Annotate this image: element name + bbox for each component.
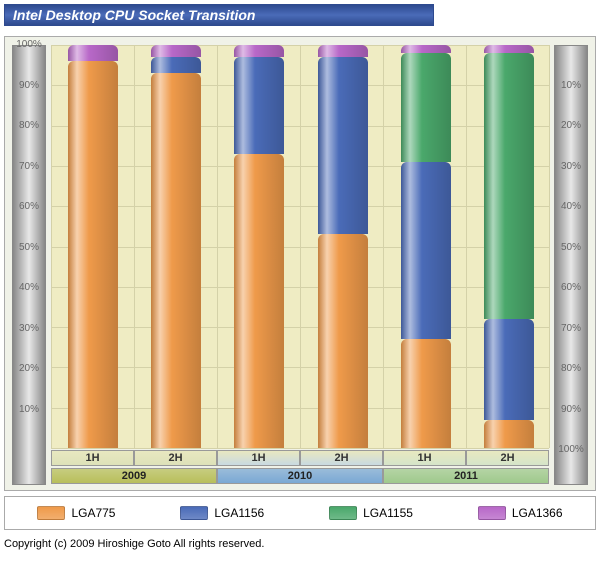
ytick-right: 100% — [554, 444, 588, 456]
legend-swatch — [329, 506, 357, 520]
bar-segment-LGA1156 — [234, 57, 284, 154]
bar-segment-LGA1156 — [484, 319, 534, 420]
bar-segment-LGA1366 — [484, 45, 534, 53]
ytick-left: 20% — [12, 363, 46, 375]
x-year-label: 2011 — [383, 468, 549, 484]
x-half-label: 1H — [217, 450, 300, 466]
bar-segment-LGA775 — [234, 154, 284, 448]
bar-segment-LGA1366 — [151, 45, 201, 57]
legend-item: LGA775 — [37, 506, 115, 520]
x-half-label: 2H — [134, 450, 217, 466]
ytick-right: 30% — [554, 161, 588, 173]
bar-segment-LGA1156 — [401, 162, 451, 339]
legend-item: LGA1366 — [478, 506, 563, 520]
legend: LGA775 LGA1156 LGA1155 LGA1366 — [4, 496, 596, 530]
ytick-left: 10% — [12, 404, 46, 416]
x-half-label: 2H — [466, 450, 549, 466]
axis-pillar-right — [554, 45, 588, 485]
bar-segment-LGA1366 — [234, 45, 284, 57]
bar-segment-LGA1155 — [401, 53, 451, 162]
ytick-right: 40% — [554, 201, 588, 213]
bar-segment-LGA1366 — [68, 45, 118, 61]
legend-swatch — [478, 506, 506, 520]
ytick-left: 50% — [12, 242, 46, 254]
bar — [151, 45, 201, 448]
ytick-left: 40% — [12, 282, 46, 294]
x-half-label: 1H — [383, 450, 466, 466]
bar-segment-LGA775 — [151, 73, 201, 448]
ytick-right: 20% — [554, 120, 588, 132]
ytick-right: 90% — [554, 404, 588, 416]
copyright-text: Copyright (c) 2009 Hiroshige Goto All ri… — [4, 538, 264, 550]
plot-area — [51, 45, 549, 448]
ytick-right: 10% — [554, 80, 588, 92]
bar-segment-LGA1366 — [401, 45, 451, 53]
legend-swatch — [180, 506, 208, 520]
x-year-label: 2009 — [51, 468, 217, 484]
ytick-left: 100% — [12, 39, 46, 51]
ytick-right: 50% — [554, 242, 588, 254]
x-axis: 1H2H1H2H1H2H200920102011 — [51, 450, 549, 486]
bar-segment-LGA775 — [401, 339, 451, 448]
legend-label: LGA1156 — [214, 506, 264, 520]
legend-label: LGA1155 — [363, 506, 413, 520]
bar — [68, 45, 118, 448]
legend-item: LGA1155 — [329, 506, 413, 520]
legend-swatch — [37, 506, 65, 520]
ytick-left: 60% — [12, 201, 46, 213]
bar-segment-LGA775 — [68, 61, 118, 448]
ytick-right: 80% — [554, 363, 588, 375]
ytick-left: 70% — [12, 161, 46, 173]
bar-segment-LGA775 — [318, 234, 368, 448]
bar-segment-LGA1156 — [151, 57, 201, 73]
ytick-left: 90% — [12, 80, 46, 92]
bar — [234, 45, 284, 448]
bar-segment-LGA1155 — [484, 53, 534, 319]
ytick-left: 80% — [12, 120, 46, 132]
bar — [401, 45, 451, 448]
x-half-label: 2H — [300, 450, 383, 466]
chart-container: 1H2H1H2H1H2H200920102011 100%90%10%80%20… — [4, 36, 596, 491]
legend-label: LGA775 — [71, 506, 115, 520]
legend-item: LGA1156 — [180, 506, 264, 520]
bar-segment-LGA1156 — [318, 57, 368, 234]
ytick-right: 60% — [554, 282, 588, 294]
bar-segment-LGA775 — [484, 420, 534, 448]
bar — [484, 45, 534, 448]
ytick-left: 30% — [12, 323, 46, 335]
x-half-label: 1H — [51, 450, 134, 466]
axis-pillar-left — [12, 45, 46, 485]
ytick-right: 70% — [554, 323, 588, 335]
page-title: Intel Desktop CPU Socket Transition — [4, 4, 434, 26]
x-year-label: 2010 — [217, 468, 383, 484]
bar — [318, 45, 368, 448]
legend-label: LGA1366 — [512, 506, 563, 520]
bar-segment-LGA1366 — [318, 45, 368, 57]
